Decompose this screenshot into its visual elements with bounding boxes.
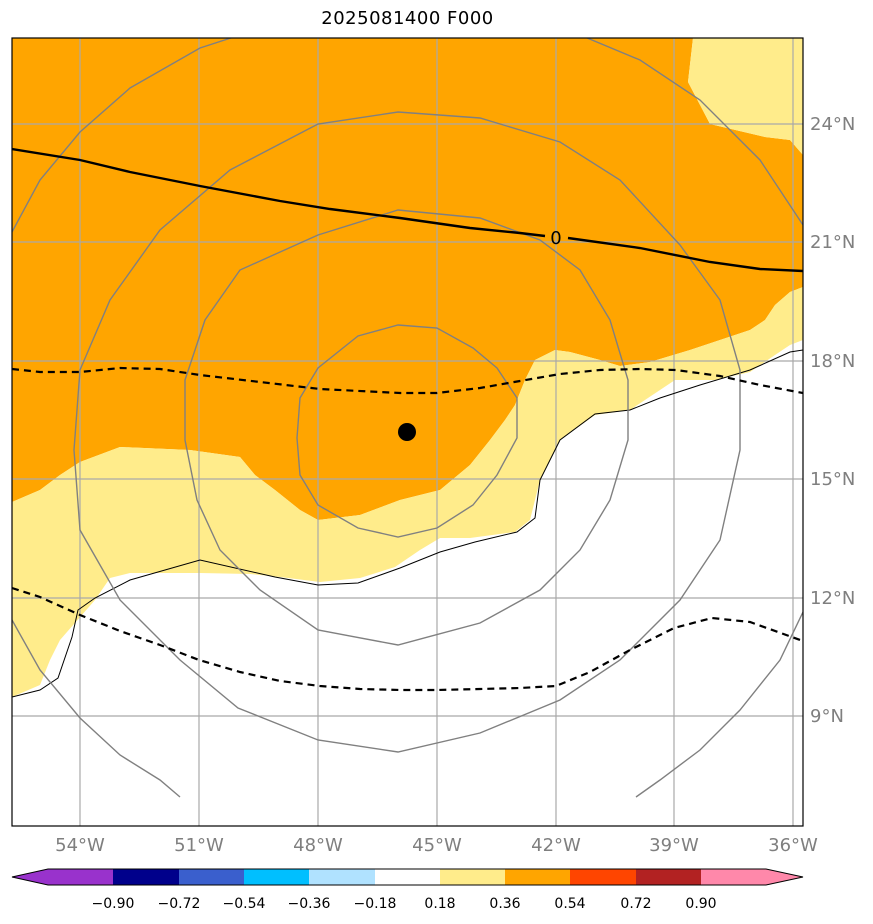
range-rings <box>12 38 803 798</box>
lat-label: 24°N <box>810 114 855 135</box>
graticule <box>12 38 803 826</box>
colorbar-segment <box>636 869 701 885</box>
colorbar: −0.90 −0.72 −0.54 −0.36 −0.18 0.18 0.36 … <box>11 868 804 912</box>
yellow-field-south <box>12 287 803 697</box>
colorbar-boxes <box>11 868 804 886</box>
colorbar-tick-label: 0.18 <box>424 896 455 912</box>
range-ring-1 <box>296 324 518 538</box>
lon-label: 48°W <box>293 835 343 856</box>
colorbar-tick-label: 0.54 <box>554 896 585 912</box>
colorbar-segment <box>440 869 505 885</box>
zero-contour <box>12 147 803 273</box>
colorbar-segment <box>701 869 766 885</box>
negative-contour-south <box>12 586 803 692</box>
range-ring-2 <box>184 209 629 646</box>
colorbar-segment <box>179 869 244 885</box>
range-ring-3 <box>73 111 741 753</box>
lat-label: 21°N <box>810 232 855 253</box>
map-title: 2025081400 F000 <box>321 8 494 29</box>
colorbar-tick-label: −0.36 <box>288 896 331 912</box>
colorbar-tick-label: −0.90 <box>92 896 135 912</box>
colorbar-extend-max <box>766 869 803 885</box>
map-area: 0 <box>12 38 803 826</box>
colorbar-tick-label: −0.72 <box>158 896 201 912</box>
negative-contour-north <box>12 366 803 395</box>
colorbar-tick-label: 0.36 <box>489 896 520 912</box>
colorbar-segment <box>309 869 375 885</box>
lon-label: 45°W <box>412 835 462 856</box>
colorbar-outline <box>11 868 804 886</box>
colorbar-extend-min <box>12 869 48 885</box>
colorbar-segment <box>375 869 440 885</box>
range-ring-4 <box>12 38 803 798</box>
yellow-field-northeast <box>688 38 803 155</box>
latitude-labels: 24°N 21°N 18°N 15°N 12°N 9°N <box>810 114 855 727</box>
lon-label: 42°W <box>531 835 581 856</box>
longitude-labels: 54°W 51°W 48°W 45°W 42°W 39°W 36°W <box>55 835 818 856</box>
coastline <box>12 349 803 698</box>
colorbar-tick-label: −0.18 <box>354 896 397 912</box>
colorbar-tick-label: −0.54 <box>223 896 266 912</box>
lon-label: 36°W <box>768 835 818 856</box>
lat-label: 18°N <box>810 351 855 372</box>
colorbar-segment <box>570 869 636 885</box>
colorbar-segment <box>244 869 309 885</box>
colorbar-segment <box>48 869 113 885</box>
map-frame <box>11 37 804 827</box>
colorbar-tick-label: 0.72 <box>620 896 651 912</box>
colorbar-tick-label: 0.90 <box>685 896 716 912</box>
lat-label: 9°N <box>810 706 844 727</box>
colorbar-segment <box>113 869 179 885</box>
lon-label: 54°W <box>55 835 105 856</box>
lat-label: 15°N <box>810 469 855 490</box>
orange-field <box>12 38 803 520</box>
colorbar-tick-labels: −0.90 −0.72 −0.54 −0.36 −0.18 0.18 0.36 … <box>92 896 717 912</box>
lon-label: 51°W <box>174 835 224 856</box>
contour-label: 0 <box>550 228 561 249</box>
colorbar-segment <box>505 869 570 885</box>
lat-label: 12°N <box>810 588 855 609</box>
lon-label: 39°W <box>649 835 699 856</box>
storm-center-marker <box>398 423 416 441</box>
